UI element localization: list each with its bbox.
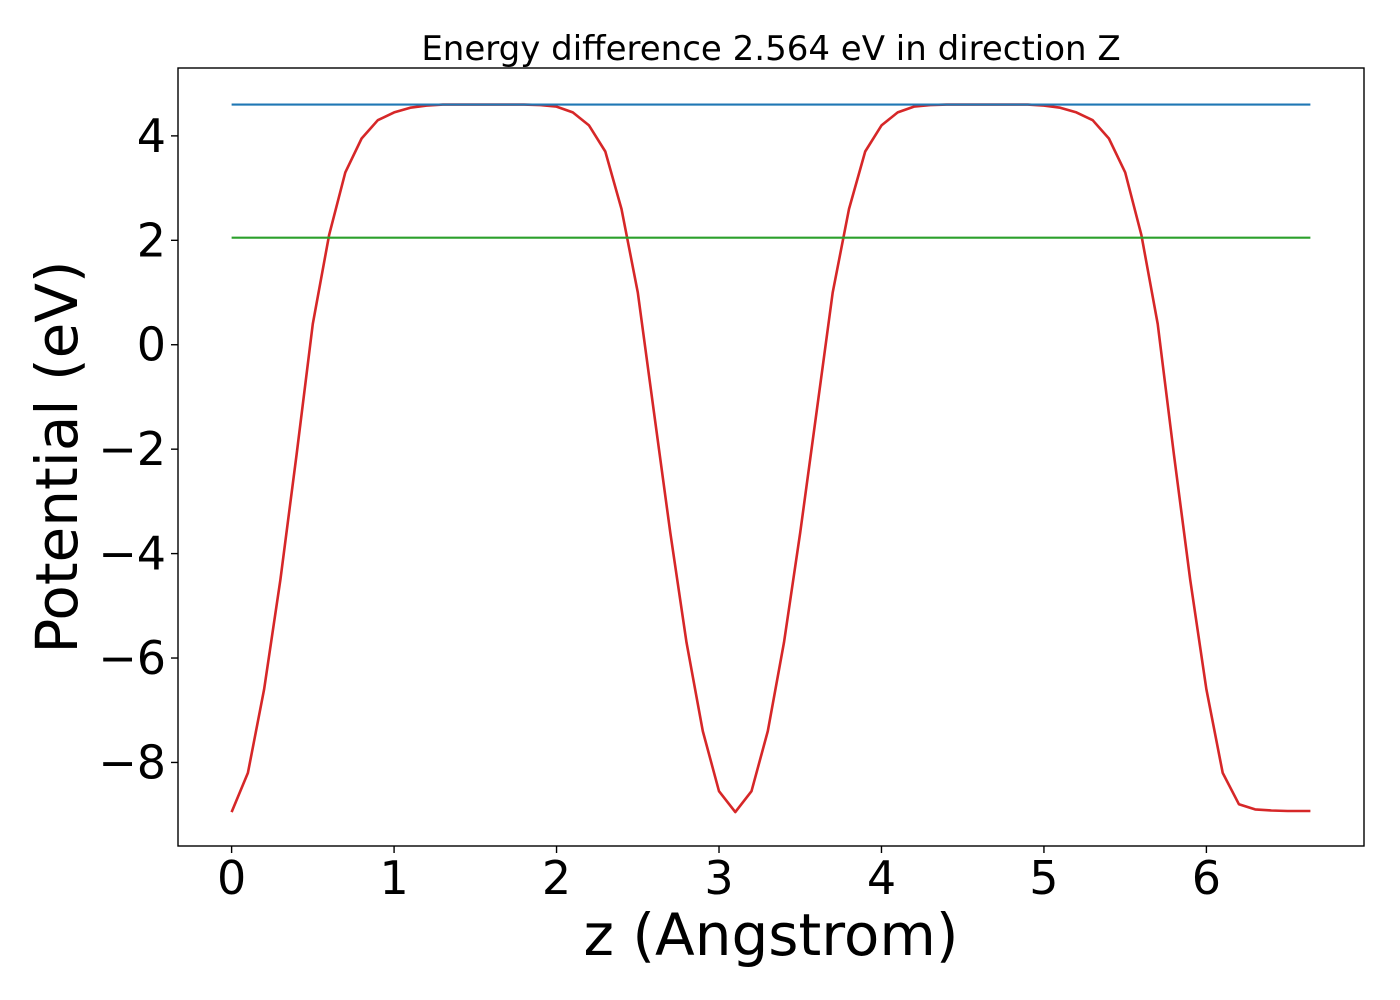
plot-lines [230, 103, 1311, 814]
y-tick-label: 0 [137, 318, 166, 372]
chart-title: Energy difference 2.564 eV in direction … [421, 29, 1120, 69]
x-tick-label: 5 [1029, 851, 1058, 905]
y-tick-label: −2 [98, 422, 166, 476]
x-tick-label: 2 [542, 851, 571, 905]
x-tick-label: 1 [379, 851, 408, 905]
potential-curve [230, 103, 1311, 814]
x-axis-label: z (Angstrom) [584, 901, 959, 969]
x-tick-label: 6 [1192, 851, 1221, 905]
plot-area-frame [177, 67, 1365, 847]
x-tick-label: 3 [704, 851, 733, 905]
y-tick-label: 4 [137, 109, 166, 163]
x-tick-label: 4 [867, 851, 896, 905]
y-tick-label: −4 [98, 527, 166, 581]
x-axis-ticks: 0 1 2 3 4 5 6 [217, 846, 1221, 905]
y-tick-label: −6 [98, 631, 166, 685]
x-tick-label: 0 [217, 851, 246, 905]
y-axis-ticks: −8 −6 −4 −2 0 2 4 [98, 109, 178, 789]
y-tick-label: 2 [137, 213, 166, 267]
y-axis-label: Potential (eV) [23, 260, 91, 653]
y-tick-label: −8 [98, 735, 166, 789]
